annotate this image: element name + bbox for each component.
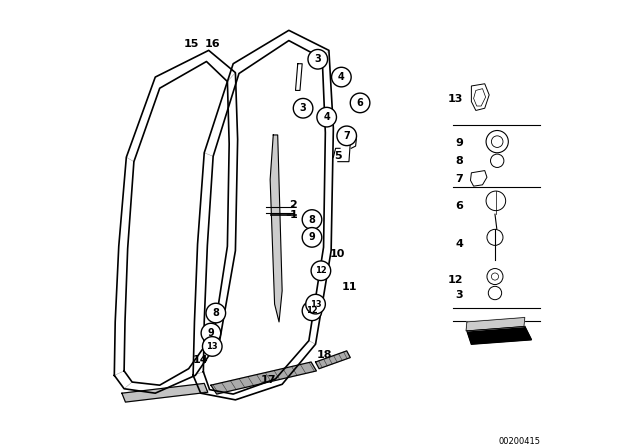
Text: 4: 4 xyxy=(456,239,463,249)
Text: 4: 4 xyxy=(323,112,330,122)
Text: 1: 1 xyxy=(289,210,297,220)
Text: 15: 15 xyxy=(183,39,198,49)
Text: 3: 3 xyxy=(314,54,321,64)
Polygon shape xyxy=(316,351,350,369)
Text: 8: 8 xyxy=(212,308,220,318)
Text: 10: 10 xyxy=(329,249,344,259)
Text: 13: 13 xyxy=(448,95,463,104)
Circle shape xyxy=(350,93,370,113)
Text: 12: 12 xyxy=(306,306,318,315)
Text: 14: 14 xyxy=(193,355,209,365)
Text: 8: 8 xyxy=(308,215,316,224)
Polygon shape xyxy=(466,318,525,331)
Text: 6: 6 xyxy=(356,98,364,108)
Circle shape xyxy=(308,49,328,69)
Text: 7: 7 xyxy=(343,131,350,141)
Text: 5: 5 xyxy=(334,151,342,161)
Polygon shape xyxy=(467,327,531,344)
Text: 18: 18 xyxy=(317,350,332,360)
Circle shape xyxy=(293,99,313,118)
Text: 11: 11 xyxy=(341,282,356,292)
Text: 9: 9 xyxy=(207,328,214,338)
Text: 4: 4 xyxy=(338,72,345,82)
Text: 12: 12 xyxy=(448,275,463,284)
Polygon shape xyxy=(211,362,316,394)
Circle shape xyxy=(337,126,356,146)
Circle shape xyxy=(302,228,322,247)
Text: 7: 7 xyxy=(456,174,463,185)
Circle shape xyxy=(306,294,325,314)
Circle shape xyxy=(317,108,337,127)
Circle shape xyxy=(201,323,221,343)
Circle shape xyxy=(206,303,226,323)
Circle shape xyxy=(311,261,331,280)
Polygon shape xyxy=(270,135,282,322)
Text: 13: 13 xyxy=(310,300,321,309)
Text: 6: 6 xyxy=(456,201,463,211)
Text: 8: 8 xyxy=(456,156,463,166)
Text: 00200415: 00200415 xyxy=(499,437,540,446)
Text: 2: 2 xyxy=(289,200,297,210)
Circle shape xyxy=(302,210,322,229)
Circle shape xyxy=(202,336,222,356)
Text: 3: 3 xyxy=(456,290,463,300)
Text: 16: 16 xyxy=(204,39,220,49)
Text: 12: 12 xyxy=(315,266,327,275)
Text: 9: 9 xyxy=(308,233,316,242)
Text: 3: 3 xyxy=(300,103,307,113)
Text: 9: 9 xyxy=(456,138,463,148)
Polygon shape xyxy=(122,383,208,402)
Circle shape xyxy=(332,67,351,87)
Circle shape xyxy=(302,301,322,321)
Text: 17: 17 xyxy=(261,375,276,385)
Text: 13: 13 xyxy=(207,342,218,351)
